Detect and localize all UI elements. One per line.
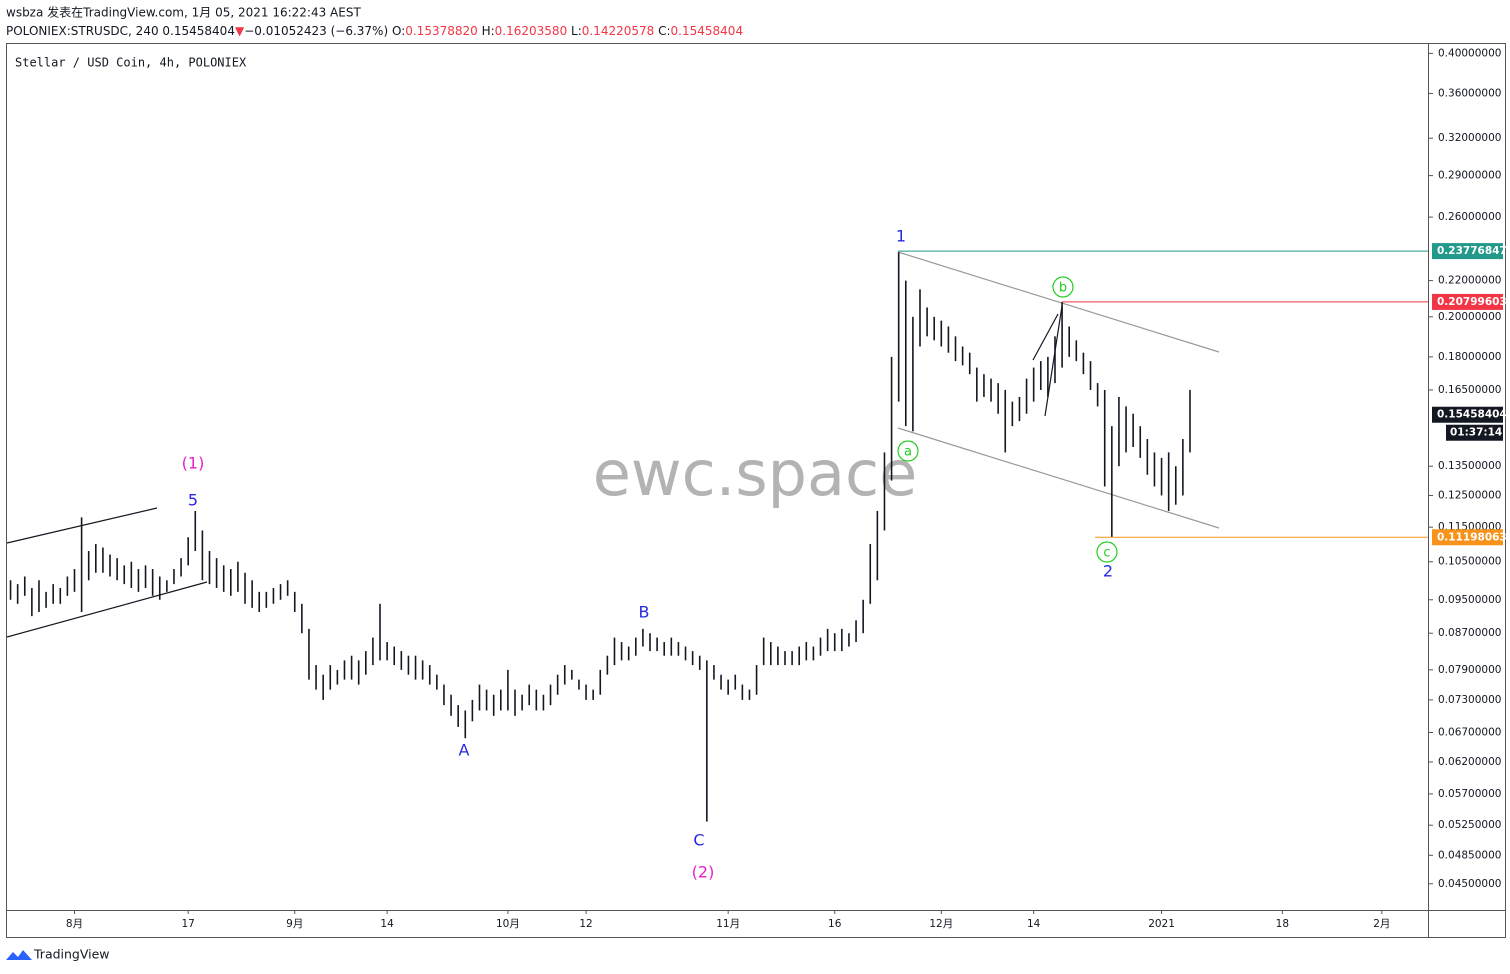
x-tick-label: 11月	[716, 918, 740, 930]
x-tick-label: 12月	[929, 918, 953, 930]
high-label: H:	[482, 24, 495, 38]
wave-label: 2	[1103, 562, 1113, 581]
level-label: 0.11198063	[1437, 531, 1507, 543]
trendline	[897, 251, 1220, 353]
brand: TradingView	[33, 947, 110, 962]
countdown-box	[1446, 424, 1503, 441]
y-tick-label: 0.04500000	[1438, 878, 1501, 890]
x-tick-label: 9月	[286, 918, 303, 930]
change: −0.01052423 (−6.37%)	[244, 24, 388, 38]
x-tick-label: 10月	[496, 918, 520, 930]
trendline	[6, 581, 208, 638]
symbol: POLONIEX:STRUSDC, 240	[6, 24, 159, 38]
logo-icon	[6, 950, 32, 960]
y-tick-label: 0.29000000	[1438, 170, 1501, 182]
y-tick-label: 0.18000000	[1438, 351, 1501, 363]
x-tick-label: 2021	[1148, 918, 1175, 930]
arrow: ▼	[235, 24, 245, 38]
frame	[6, 43, 1506, 938]
y-tick-label: 0.16500000	[1438, 384, 1501, 396]
y-tick-label: 0.07300000	[1438, 694, 1501, 706]
y-tick-label: 0.10500000	[1438, 556, 1501, 568]
y-tick-label: 0.13500000	[1438, 460, 1501, 472]
low: 0.14220578	[582, 24, 655, 38]
trendline	[897, 427, 1220, 529]
last-price-label: 0.15458404	[1437, 409, 1507, 421]
level-label: 0.20799603	[1437, 296, 1507, 308]
x-tick-label: 14	[380, 918, 394, 930]
byline: wsbza 发表在TradingView.com, 1月 05, 2021 16…	[6, 5, 361, 20]
x-tick-label: 2月	[1373, 918, 1390, 930]
x-tick-label: 18	[1276, 918, 1289, 930]
trendline	[1032, 313, 1059, 361]
y-tick-label: 0.08700000	[1438, 627, 1501, 639]
wave-circle	[1052, 276, 1074, 298]
watermark: ewc.space	[593, 437, 918, 510]
x-tick-label: 16	[828, 918, 842, 930]
y-tick-label: 0.32000000	[1438, 132, 1501, 144]
level-label-box	[1432, 293, 1503, 310]
level-label-box	[1432, 529, 1503, 546]
level-label-box	[1432, 243, 1503, 260]
y-tick-label: 0.36000000	[1438, 87, 1501, 99]
level-label: 0.23776847	[1437, 245, 1507, 257]
last: 0.15458404	[162, 24, 235, 38]
wave-label: 5	[188, 491, 198, 510]
wave-label: B	[639, 603, 650, 622]
symbol-line: POLONIEX:STRUSDC, 240 0.15458404▼−0.0105…	[6, 24, 743, 38]
x-tick-label: 17	[181, 918, 194, 930]
wave-circle	[1096, 541, 1118, 563]
open-label: O:	[392, 24, 405, 38]
wave-label: a	[904, 445, 912, 460]
y-tick-label: 0.22000000	[1438, 275, 1501, 287]
close: 0.15458404	[671, 24, 744, 38]
y-tick-label: 0.20000000	[1438, 311, 1501, 323]
high: 0.16203580	[495, 24, 568, 38]
wave-label: 1	[896, 227, 906, 246]
wave-label: (1)	[182, 454, 205, 473]
y-tick-label: 0.12500000	[1438, 489, 1501, 501]
wave-label: A	[459, 741, 470, 760]
y-tick-label: 0.04850000	[1438, 849, 1501, 861]
y-tick-label: 0.06200000	[1438, 756, 1501, 768]
chart-title: Stellar / USD Coin, 4h, POLONIEX	[15, 56, 247, 70]
wave-label: c	[1103, 546, 1110, 561]
wave-label: (2)	[692, 863, 715, 882]
last-price-box	[1432, 406, 1503, 423]
wave-label: b	[1059, 281, 1067, 296]
open: 0.15378820	[405, 24, 478, 38]
x-tick-label: 14	[1027, 918, 1041, 930]
trendline	[1044, 305, 1063, 417]
y-tick-label: 0.05250000	[1438, 819, 1501, 831]
wave-circle	[897, 440, 919, 462]
low-label: L:	[571, 24, 582, 38]
y-tick-label: 0.09500000	[1438, 594, 1501, 606]
y-tick-label: 0.26000000	[1438, 211, 1501, 223]
x-tick-label: 12	[579, 918, 592, 930]
y-tick-label: 0.40000000	[1438, 47, 1501, 59]
wave-label: C	[693, 831, 704, 850]
countdown: 01:37:14	[1450, 427, 1502, 439]
y-tick-label: 0.06700000	[1438, 726, 1501, 738]
x-tick-label: 8月	[66, 918, 83, 930]
logo: TradingView	[6, 947, 110, 962]
y-tick-label: 0.07900000	[1438, 664, 1501, 676]
y-tick-label: 0.05700000	[1438, 788, 1501, 800]
close-label: C:	[658, 24, 670, 38]
